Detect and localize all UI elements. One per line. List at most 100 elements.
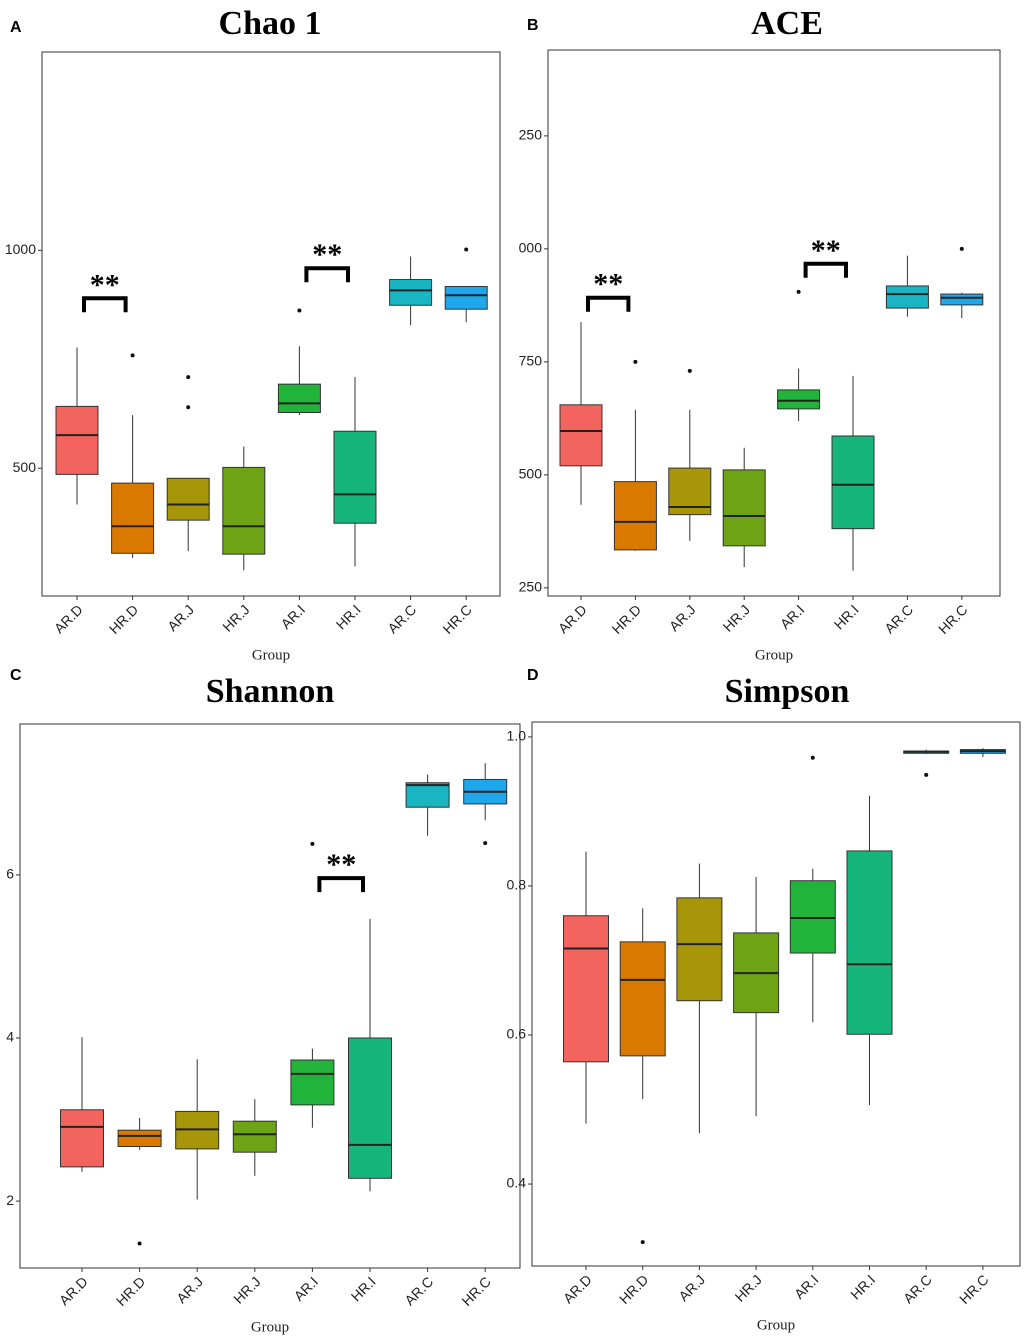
significance-label: **	[593, 268, 623, 301]
y-tick-label: 000	[519, 240, 543, 256]
outlier	[186, 375, 191, 380]
significance-bracket	[304, 266, 350, 283]
x-tick-label: HR.D	[616, 1271, 652, 1307]
x-tick-label: HR.J	[230, 1273, 263, 1306]
box	[222, 466, 266, 555]
x-tick-label: AR.J	[675, 1271, 708, 1304]
box	[444, 286, 488, 310]
box	[405, 782, 450, 808]
x-tick-label: HR.C	[935, 601, 971, 637]
box	[563, 915, 609, 1063]
chart-title: ACE	[751, 5, 823, 42]
plot-frame	[547, 49, 1001, 597]
x-tick-label: HR.J	[732, 1271, 765, 1304]
plot-frame	[19, 723, 521, 1269]
y-tick-label: 2	[6, 1192, 14, 1208]
x-tick-label: HR.D	[113, 1273, 149, 1309]
x-tick-label: AR.D	[560, 1271, 595, 1306]
outlier	[687, 368, 692, 373]
x-tick-label: AR.C	[900, 1271, 935, 1306]
x-tick-label: HR.J	[219, 601, 252, 634]
box	[613, 481, 657, 551]
significance-label: **	[811, 234, 841, 267]
significance-bracket	[803, 261, 848, 278]
outlier	[297, 308, 302, 313]
x-tick-label: HR.C	[458, 1273, 494, 1309]
outlier	[633, 359, 638, 364]
outlier	[310, 841, 315, 846]
box	[117, 1129, 162, 1147]
box	[111, 482, 155, 554]
x-axis-label: Group	[757, 1317, 795, 1333]
box	[166, 477, 210, 521]
box	[676, 897, 723, 1002]
x-axis-label: Group	[755, 647, 793, 663]
y-tick-label: 1000	[5, 241, 36, 257]
x-tick-label: HR.C	[439, 601, 475, 637]
significance-label: **	[90, 268, 120, 301]
box	[55, 405, 99, 475]
y-tick-label: 250	[519, 579, 543, 595]
significance-label: **	[326, 848, 356, 881]
box	[722, 469, 766, 547]
y-tick-label: 500	[519, 466, 543, 482]
box	[559, 404, 603, 467]
x-tick-label: AR.I	[278, 601, 309, 632]
y-tick-label: 4	[6, 1029, 14, 1045]
panel-label: B	[527, 17, 539, 34]
chart-title: Chao 1	[219, 5, 322, 42]
y-tick-label: 250	[519, 127, 543, 143]
x-tick-label: AR.D	[555, 601, 590, 636]
box	[846, 850, 893, 1035]
box	[789, 880, 836, 954]
chart-title: Shannon	[206, 673, 335, 710]
x-tick-label: HR.I	[348, 1273, 379, 1304]
plot-frame	[531, 721, 1021, 1267]
box	[940, 293, 984, 306]
x-tick-label: AR.I	[777, 601, 808, 632]
box	[619, 941, 666, 1057]
x-tick-label: AR.J	[666, 601, 699, 634]
outlier	[130, 353, 135, 358]
panel-label: A	[10, 19, 22, 36]
x-tick-label: AR.J	[164, 601, 197, 634]
outlier	[483, 841, 488, 846]
box	[885, 285, 929, 309]
outlier	[924, 772, 929, 777]
box	[290, 1059, 335, 1106]
outlier	[186, 405, 191, 410]
x-tick-label: AR.C	[384, 601, 419, 636]
x-axis-label: Group	[252, 647, 290, 663]
significance-bracket	[317, 876, 365, 893]
y-tick-label: 6	[6, 866, 14, 882]
x-axis-label: Group	[251, 1319, 289, 1335]
x-tick-label: HR.I	[831, 601, 862, 632]
x-tick-label: AR.I	[791, 1271, 822, 1302]
x-tick-label: HR.I	[333, 601, 364, 632]
box	[831, 435, 875, 530]
significance-bracket	[586, 295, 631, 312]
y-tick-label: 0.8	[507, 877, 527, 893]
x-tick-label: AR.D	[56, 1273, 91, 1308]
box	[60, 1109, 104, 1168]
panel-label: D	[527, 667, 539, 684]
x-tick-label: HR.J	[720, 601, 753, 634]
panel-label: C	[10, 667, 22, 684]
chart-title: Simpson	[725, 673, 850, 710]
x-tick-label: AR.I	[291, 1273, 322, 1304]
x-tick-label: AR.C	[401, 1273, 436, 1308]
y-tick-label: 1.0	[507, 728, 527, 744]
x-tick-label: AR.J	[173, 1273, 206, 1306]
outlier	[137, 1241, 142, 1246]
y-tick-label: 500	[13, 459, 37, 475]
box	[277, 383, 321, 413]
y-tick-label: 0.4	[507, 1175, 527, 1191]
box	[333, 430, 377, 524]
y-tick-label: 750	[519, 353, 543, 369]
box	[777, 389, 821, 410]
x-tick-label: HR.C	[956, 1271, 992, 1307]
y-tick-label: 0.6	[507, 1026, 527, 1042]
outlier	[464, 247, 469, 252]
x-tick-label: HR.D	[106, 601, 142, 637]
